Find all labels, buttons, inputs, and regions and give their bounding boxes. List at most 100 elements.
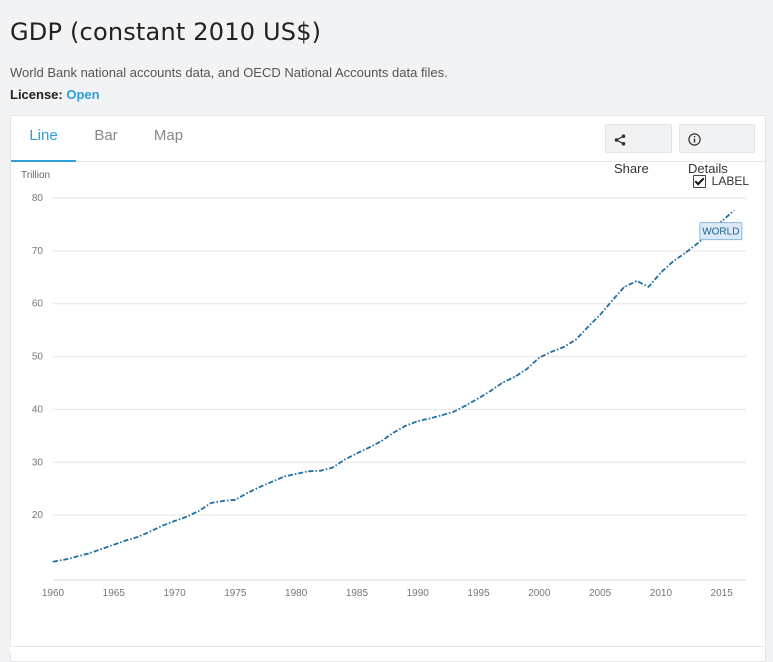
- data-point: [429, 417, 431, 420]
- y-tick-label: 40: [32, 404, 44, 415]
- share-icon: [614, 133, 626, 146]
- license-label: License:: [10, 87, 63, 102]
- x-tick-label: 1995: [467, 588, 490, 599]
- y-tick-label: 20: [32, 510, 44, 521]
- y-tick-label: 30: [32, 457, 44, 468]
- x-tick-label: 1975: [224, 588, 247, 599]
- chart-card: Line Bar Map Share Details Trillion LABE…: [10, 115, 766, 662]
- data-point: [733, 210, 735, 212]
- data-point: [404, 425, 407, 427]
- tab-map[interactable]: Map: [153, 127, 184, 144]
- data-point: [271, 481, 273, 483]
- data-point: [392, 432, 395, 434]
- data-point: [222, 500, 224, 502]
- bottom-panel-edge: [10, 646, 764, 653]
- data-point: [684, 252, 686, 254]
- data-point: [149, 530, 151, 533]
- data-point: [550, 351, 553, 353]
- data-point: [380, 440, 382, 442]
- data-point: [259, 486, 261, 488]
- x-tick-label: 2000: [528, 588, 551, 599]
- data-point: [234, 499, 236, 501]
- data-point: [101, 548, 103, 550]
- data-point: [368, 446, 370, 449]
- data-point: [441, 414, 443, 416]
- data-point: [526, 368, 528, 370]
- data-point: [648, 286, 650, 288]
- details-button[interactable]: Details: [679, 124, 755, 176]
- y-tick-label: 60: [32, 299, 44, 310]
- chart-type-tabs: Line Bar Map Share Details: [11, 116, 765, 176]
- data-point: [696, 242, 698, 245]
- y-tick-label: 80: [32, 193, 44, 204]
- share-label: Share: [614, 161, 649, 176]
- x-tick-label: 1990: [407, 588, 430, 599]
- data-point: [502, 381, 504, 384]
- data-point: [210, 502, 212, 504]
- y-tick-label: 50: [32, 352, 44, 363]
- data-point: [161, 525, 164, 527]
- y-axis-unit: Trillion: [21, 170, 51, 181]
- data-point: [356, 452, 358, 454]
- data-point: [173, 520, 176, 522]
- data-point: [514, 376, 516, 378]
- tab-line[interactable]: Line: [11, 116, 76, 162]
- data-point: [587, 326, 589, 328]
- data-point: [246, 492, 249, 494]
- license-link[interactable]: Open: [66, 87, 100, 102]
- data-point: [575, 339, 577, 341]
- x-tick-label: 1970: [163, 588, 186, 599]
- data-point: [538, 357, 540, 359]
- data-point: [660, 271, 662, 274]
- data-point: [186, 516, 188, 518]
- x-tick-label: 2010: [650, 588, 673, 599]
- label-toggle[interactable]: LABEL: [692, 174, 749, 188]
- x-tick-label: 1965: [103, 588, 126, 599]
- data-point: [64, 558, 66, 561]
- data-point: [198, 510, 200, 512]
- data-point: [88, 552, 91, 554]
- label-checkbox[interactable]: [692, 174, 706, 188]
- data-point: [52, 561, 54, 563]
- info-icon: [688, 133, 701, 146]
- data-point: [417, 420, 419, 422]
- x-tick-label: 1985: [346, 588, 369, 599]
- data-point: [76, 555, 78, 557]
- data-point: [490, 390, 492, 392]
- data-point: [563, 346, 565, 348]
- tab-bar[interactable]: Bar: [94, 127, 118, 144]
- license-line: License: Open: [10, 87, 100, 102]
- series-line-world: [52, 210, 735, 563]
- x-tick-label: 1960: [42, 588, 65, 599]
- data-point: [477, 397, 480, 399]
- data-point: [635, 280, 638, 282]
- x-tick-label: 2015: [711, 588, 734, 599]
- data-point: [344, 459, 346, 461]
- data-point: [623, 286, 626, 288]
- data-point: [721, 220, 723, 222]
- data-point: [611, 299, 613, 302]
- data-point: [137, 536, 139, 538]
- data-point: [672, 260, 674, 263]
- data-point: [125, 539, 127, 542]
- x-tick-label: 1980: [285, 588, 308, 599]
- series-label-box: [699, 222, 743, 241]
- data-point: [465, 404, 467, 406]
- x-tick-label: 2005: [589, 588, 612, 599]
- source-note: World Bank national accounts data, and O…: [10, 65, 448, 80]
- details-label: Details: [688, 161, 728, 176]
- data-point: [453, 410, 455, 413]
- line-chart: 20 30 40 50 60 70 80 1960 1965 1970 1975 1980 1985 19…: [32, 193, 746, 599]
- series-label: WORLD: [702, 227, 739, 238]
- data-point: [295, 473, 297, 475]
- data-point: [599, 314, 601, 316]
- data-point: [319, 470, 322, 472]
- data-point: [113, 544, 115, 546]
- page-title: GDP (constant 2010 US$): [10, 18, 322, 46]
- y-tick-label: 70: [32, 246, 44, 257]
- label-toggle-text: LABEL: [711, 174, 749, 188]
- data-point: [283, 475, 285, 478]
- share-button[interactable]: Share: [605, 124, 672, 176]
- data-point: [332, 466, 334, 469]
- data-point: [307, 470, 309, 472]
